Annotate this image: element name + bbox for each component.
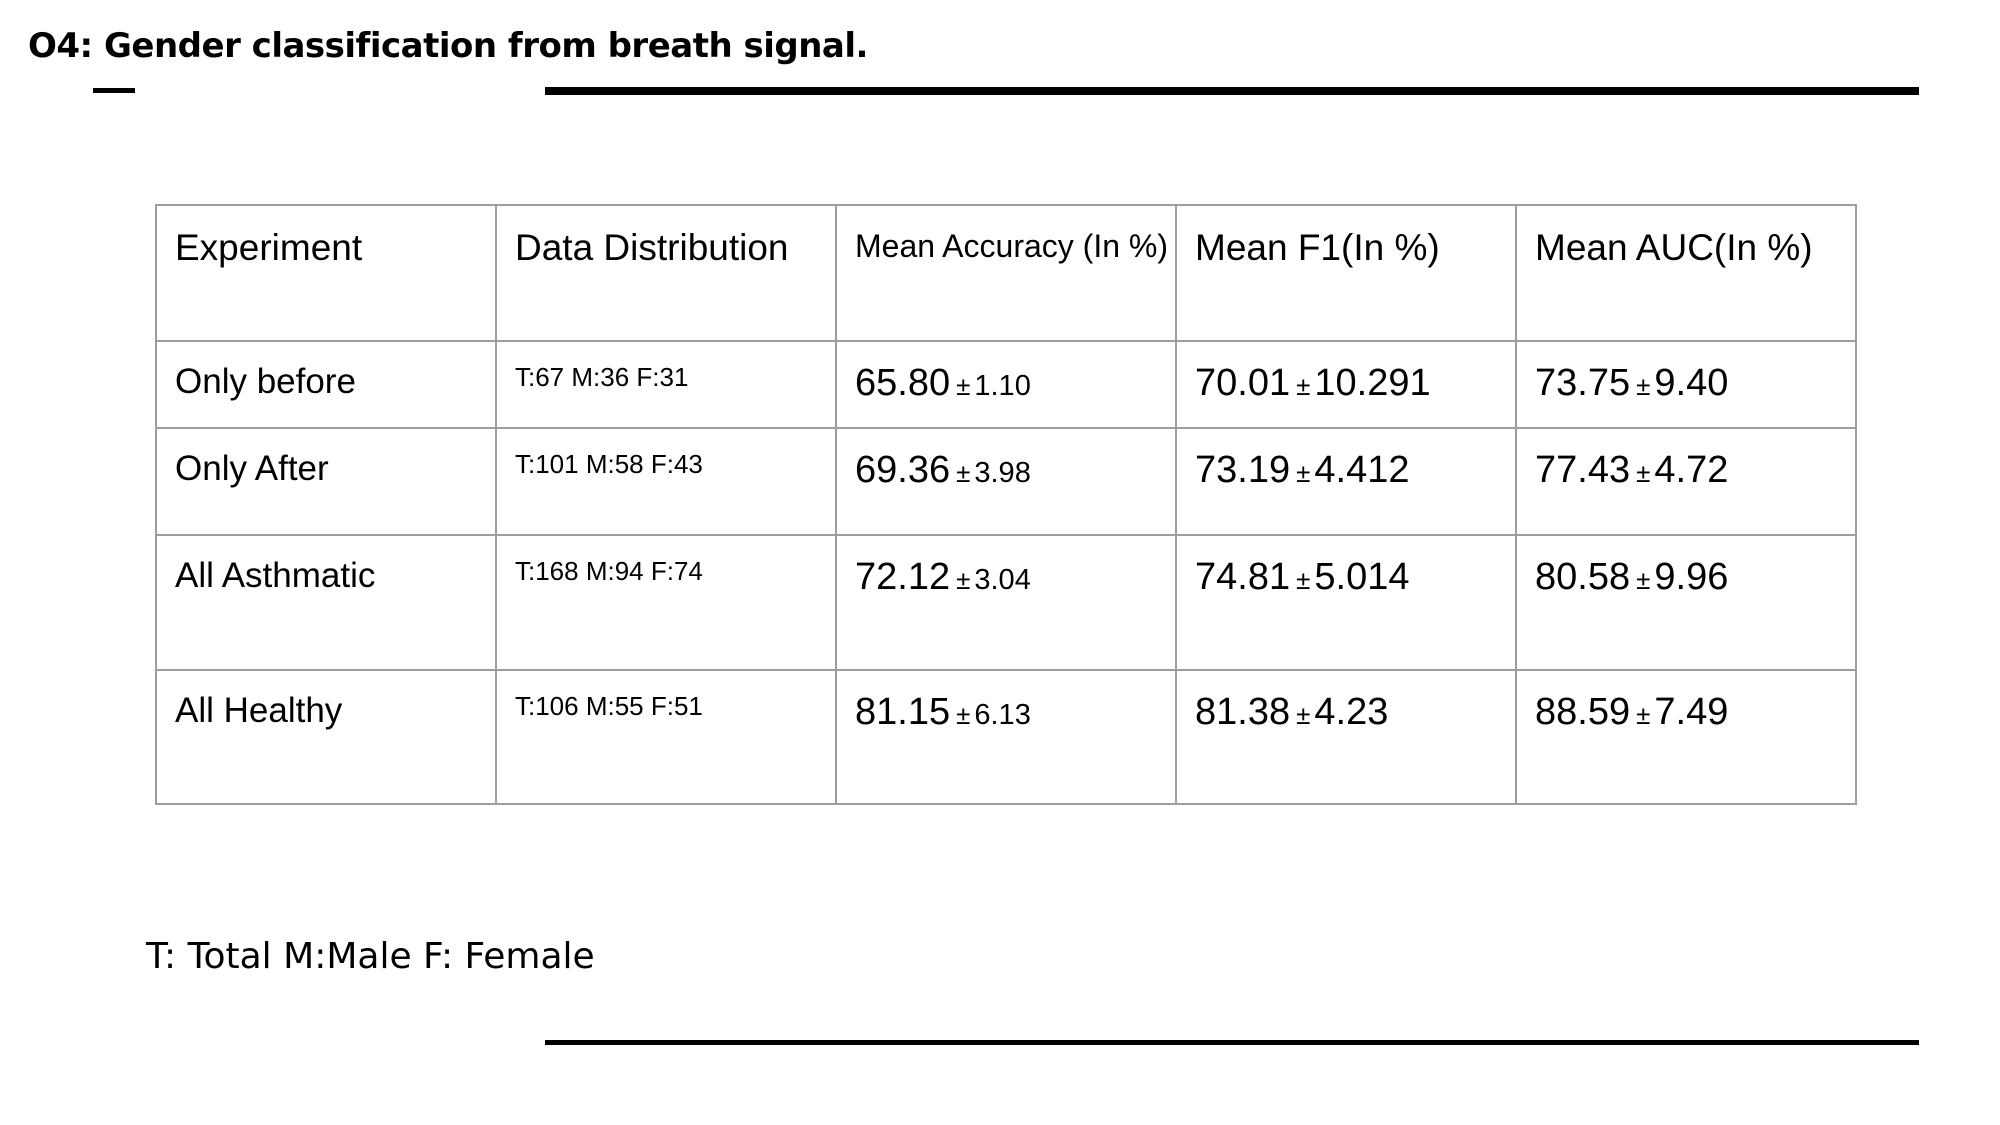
cell-experiment: Only before <box>155 340 497 429</box>
experiment-label: Only before <box>175 362 356 401</box>
experiment-label: All Asthmatic <box>175 556 376 595</box>
accuracy-mean: 72.12 <box>855 556 951 598</box>
plus-minus-sign: ± <box>956 565 971 595</box>
cell-f1: 81.38 ±4.23 <box>1175 669 1517 805</box>
header-cell-f1: Mean F1(In %) <box>1175 204 1517 342</box>
slide-title: O4: Gender classification from breath si… <box>28 26 868 66</box>
header-experiment: Experiment <box>175 227 363 268</box>
experiment-label: All Healthy <box>175 691 343 730</box>
plus-minus-sign: ± <box>1296 700 1311 730</box>
header-accuracy: Mean Accuracy (In %) <box>855 228 1168 264</box>
cell-auc: 80.58 ±9.96 <box>1515 534 1857 671</box>
cell-accuracy: 69.36 ±3.98 <box>835 427 1177 536</box>
plus-minus-sign: ± <box>1296 371 1311 401</box>
auc-mean: 80.58 <box>1535 556 1631 598</box>
cell-distribution: T:106 M:55 F:51 <box>495 669 837 805</box>
experiment-label: Only After <box>175 449 329 488</box>
plus-minus-sign: ± <box>956 371 971 401</box>
distribution-value: T:168 M:94 F:74 <box>515 556 703 586</box>
cell-experiment: Only After <box>155 427 497 536</box>
table-row: All Asthmatic T:168 M:94 F:74 72.12 ±3.04… <box>155 534 1857 671</box>
cell-experiment: All Healthy <box>155 669 497 805</box>
distribution-value: T:67 M:36 F:31 <box>515 362 689 392</box>
cell-auc: 88.59 ±7.49 <box>1515 669 1857 805</box>
accuracy-sd: 3.04 <box>974 564 1031 596</box>
f1-mean: 81.38 <box>1195 691 1291 733</box>
header-cell-distribution: Data Distribution <box>495 204 837 342</box>
f1-sd: 10.291 <box>1314 362 1431 404</box>
f1-sd: 4.23 <box>1314 691 1389 733</box>
cell-distribution: T:67 M:36 F:31 <box>495 340 837 429</box>
distribution-value: T:101 M:58 F:43 <box>515 449 703 479</box>
table-header-row: Experiment Data Distribution Mean Accura… <box>155 204 1857 342</box>
accuracy-mean: 69.36 <box>855 449 951 491</box>
header-cell-experiment: Experiment <box>155 204 497 342</box>
auc-mean: 88.59 <box>1535 691 1631 733</box>
accuracy-sd: 1.10 <box>974 370 1031 402</box>
cell-f1: 74.81 ±5.014 <box>1175 534 1517 671</box>
f1-sd: 4.412 <box>1314 449 1410 491</box>
accuracy-mean: 81.15 <box>855 691 951 733</box>
cell-distribution: T:168 M:94 F:74 <box>495 534 837 671</box>
f1-mean: 73.19 <box>1195 449 1291 491</box>
table-row: Only After T:101 M:58 F:43 69.36 ±3.98 73… <box>155 427 1857 536</box>
results-table: Experiment Data Distribution Mean Accura… <box>155 204 1857 805</box>
cell-f1: 73.19 ±4.412 <box>1175 427 1517 536</box>
accuracy-sd: 6.13 <box>974 699 1031 731</box>
distribution-value: T:106 M:55 F:51 <box>515 691 703 721</box>
plus-minus-sign: ± <box>1636 371 1651 401</box>
plus-minus-sign: ± <box>1636 565 1651 595</box>
plus-minus-sign: ± <box>956 458 971 488</box>
header-cell-auc: Mean AUC(In %) <box>1515 204 1857 342</box>
abbreviation-legend: T: Total M:Male F: Female <box>146 936 595 977</box>
plus-minus-sign: ± <box>1296 458 1311 488</box>
cell-distribution: T:101 M:58 F:43 <box>495 427 837 536</box>
auc-sd: 9.40 <box>1654 362 1729 404</box>
auc-sd: 7.49 <box>1654 691 1729 733</box>
header-f1: Mean F1(In %) <box>1195 227 1440 268</box>
f1-mean: 74.81 <box>1195 556 1291 598</box>
header-auc: Mean AUC(In %) <box>1535 227 1813 268</box>
f1-sd: 5.014 <box>1314 556 1410 598</box>
accuracy-mean: 65.80 <box>855 362 951 404</box>
auc-mean: 73.75 <box>1535 362 1631 404</box>
cell-f1: 70.01 ±10.291 <box>1175 340 1517 429</box>
plus-minus-sign: ± <box>1636 458 1651 488</box>
cell-auc: 77.43 ±4.72 <box>1515 427 1857 536</box>
bottom-divider-rule <box>545 1040 1919 1045</box>
plus-minus-sign: ± <box>956 700 971 730</box>
cell-accuracy: 81.15 ±6.13 <box>835 669 1177 805</box>
auc-sd: 4.72 <box>1654 449 1729 491</box>
top-divider-rule <box>545 87 1919 95</box>
plus-minus-sign: ± <box>1296 565 1311 595</box>
table-row: All Healthy T:106 M:55 F:51 81.15 ±6.13 8… <box>155 669 1857 805</box>
f1-mean: 70.01 <box>1195 362 1291 404</box>
accuracy-sd: 3.98 <box>974 457 1031 489</box>
table-row: Only before T:67 M:36 F:31 65.80 ±1.10 70… <box>155 340 1857 429</box>
header-cell-accuracy: Mean Accuracy (In %) <box>835 204 1177 342</box>
header-distribution: Data Distribution <box>515 227 789 268</box>
title-underline-dash <box>93 88 135 93</box>
plus-minus-sign: ± <box>1636 700 1651 730</box>
cell-auc: 73.75 ±9.40 <box>1515 340 1857 429</box>
cell-accuracy: 72.12 ±3.04 <box>835 534 1177 671</box>
auc-mean: 77.43 <box>1535 449 1631 491</box>
cell-experiment: All Asthmatic <box>155 534 497 671</box>
cell-accuracy: 65.80 ±1.10 <box>835 340 1177 429</box>
auc-sd: 9.96 <box>1654 556 1729 598</box>
